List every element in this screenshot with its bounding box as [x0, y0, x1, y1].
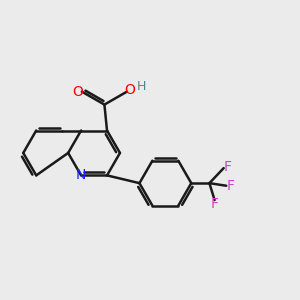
Text: H: H: [137, 80, 146, 93]
Text: N: N: [76, 168, 86, 182]
Text: F: F: [211, 197, 219, 211]
Text: O: O: [124, 83, 135, 98]
Text: O: O: [73, 85, 83, 99]
Text: F: F: [224, 160, 232, 174]
Text: F: F: [227, 179, 235, 193]
